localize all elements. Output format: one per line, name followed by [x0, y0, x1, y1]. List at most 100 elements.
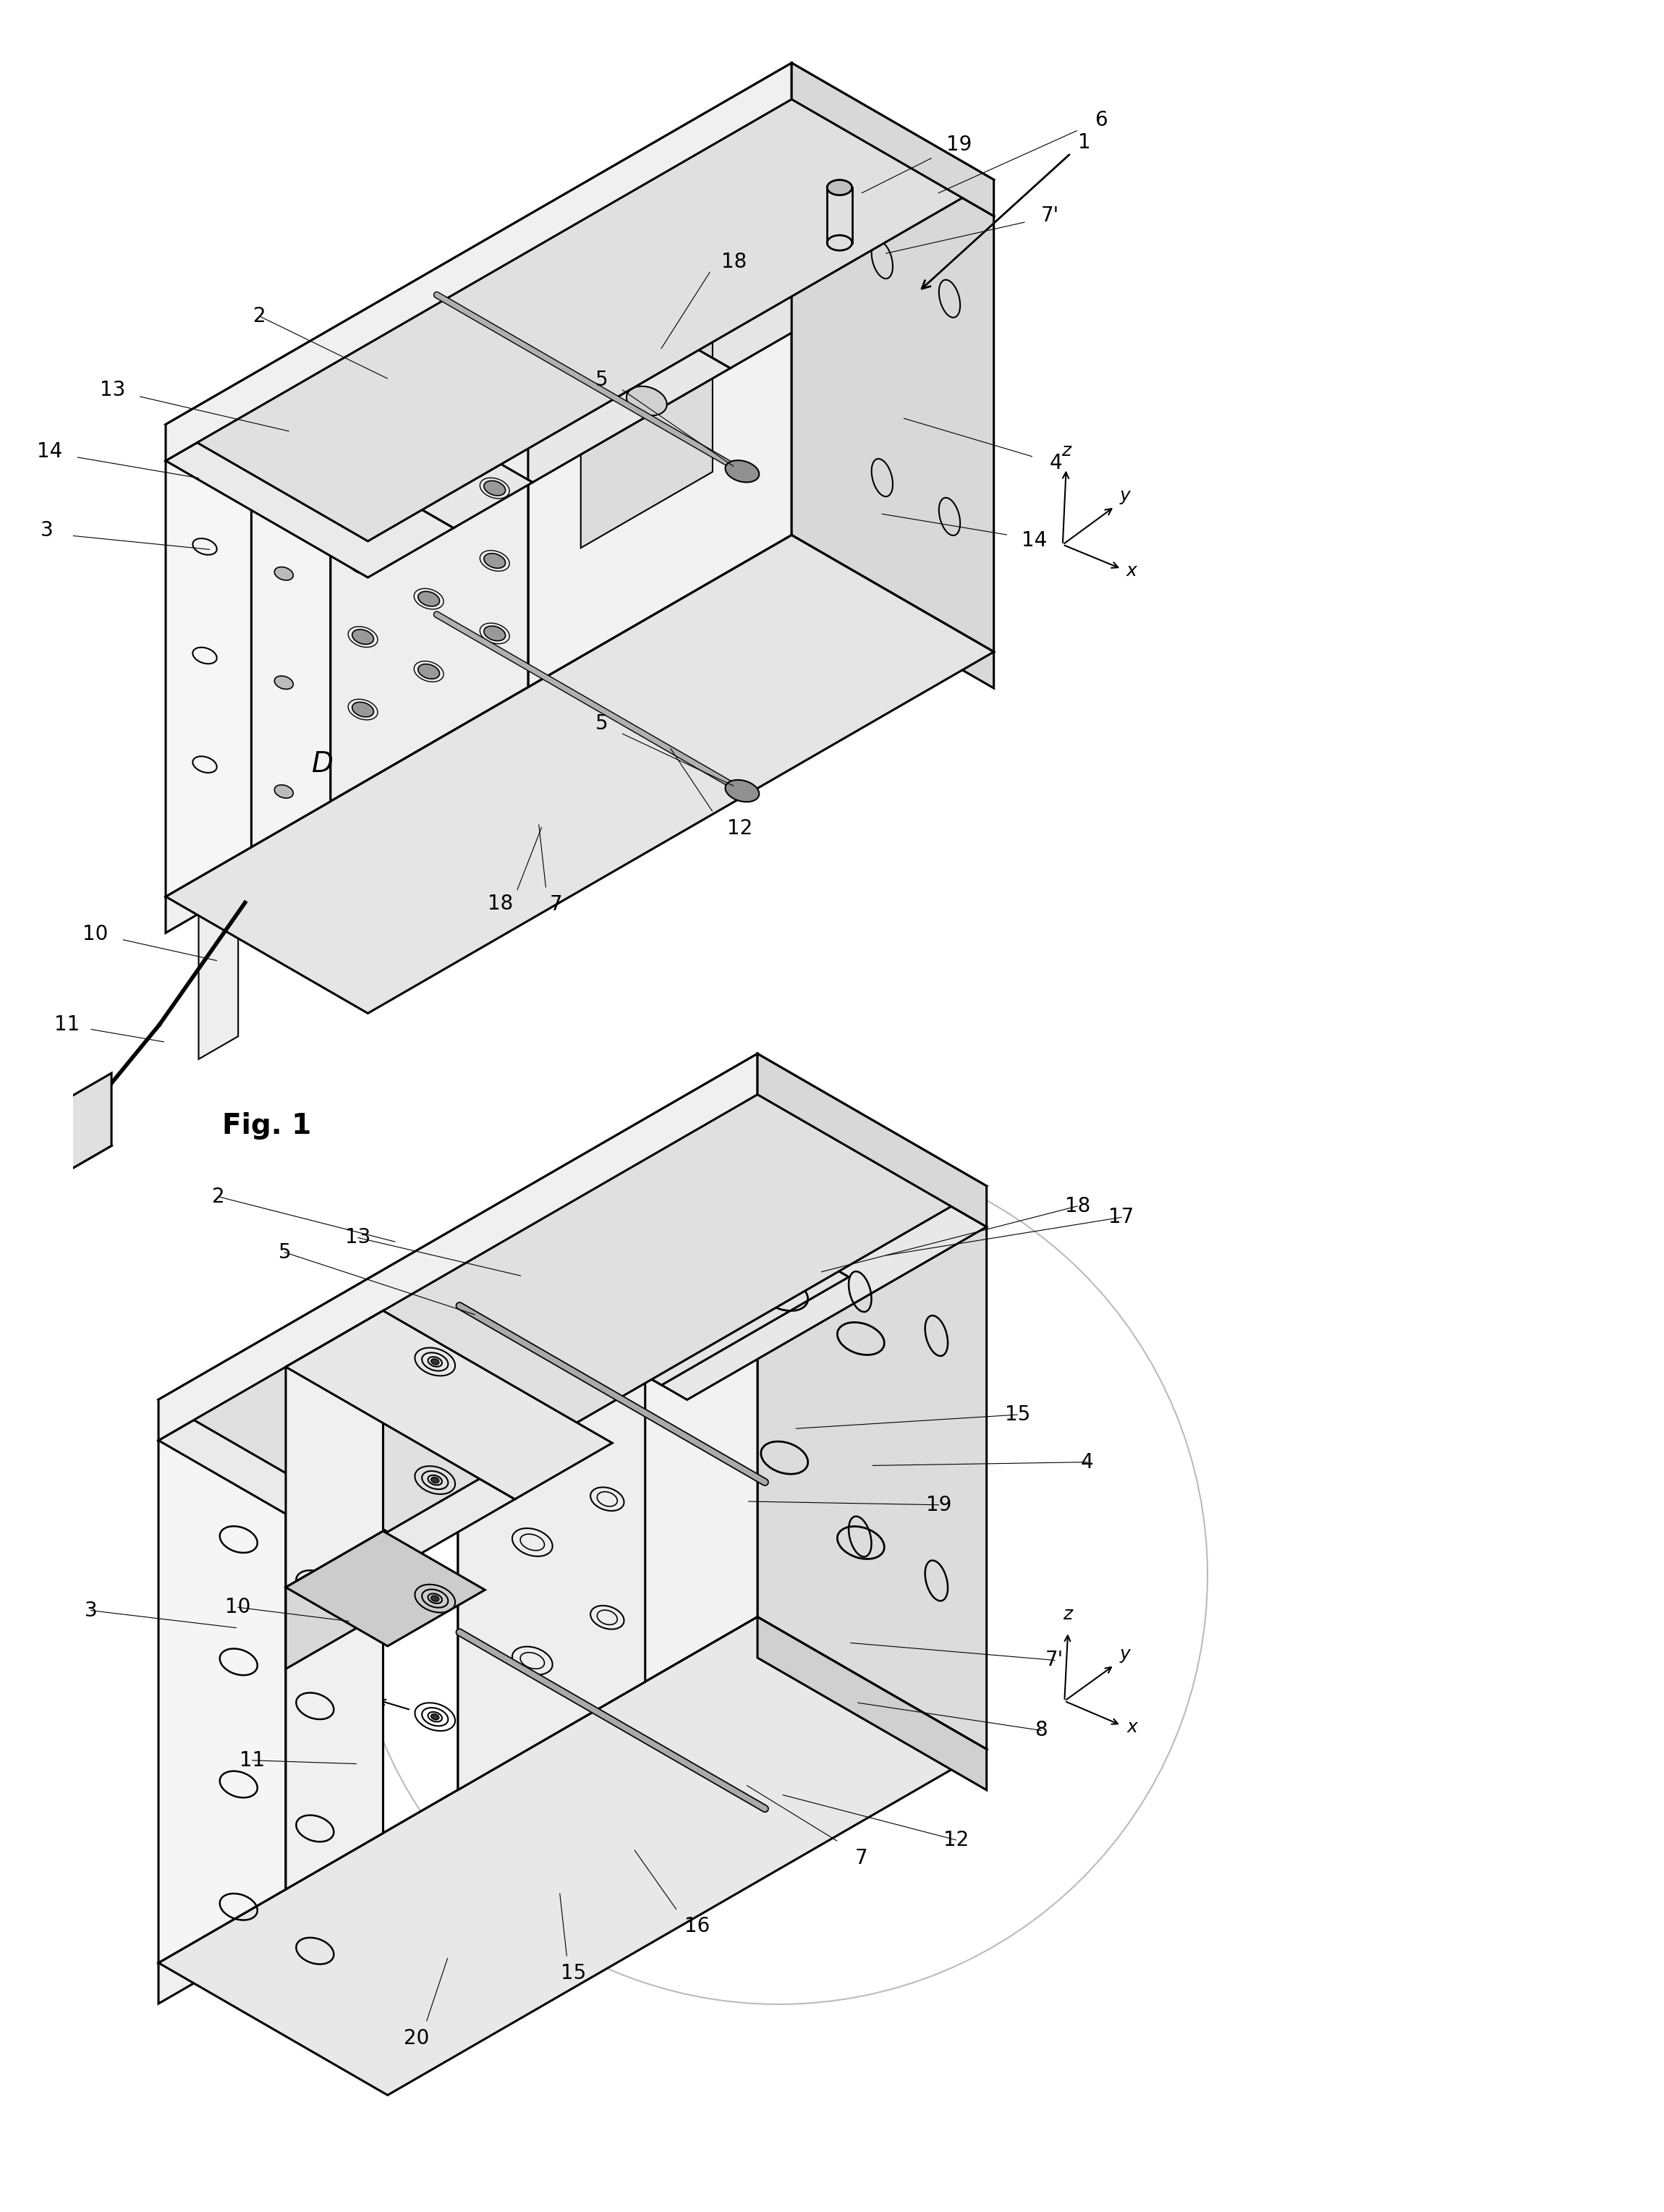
Text: 3: 3	[85, 1599, 97, 1621]
Text: 6: 6	[1095, 111, 1107, 131]
Polygon shape	[286, 1531, 484, 1646]
Text: 7': 7'	[1045, 1650, 1063, 1670]
Text: 20: 20	[404, 2028, 429, 2048]
Ellipse shape	[353, 630, 374, 644]
Ellipse shape	[431, 1478, 439, 1482]
Text: 7: 7	[855, 1847, 867, 1869]
Polygon shape	[166, 411, 251, 896]
Text: 17: 17	[1108, 1208, 1135, 1228]
Polygon shape	[166, 411, 454, 577]
Polygon shape	[458, 1095, 987, 1400]
Polygon shape	[792, 62, 993, 217]
Polygon shape	[458, 1159, 646, 1790]
Ellipse shape	[484, 480, 506, 495]
Text: 18: 18	[488, 894, 513, 914]
Text: 13: 13	[100, 380, 125, 400]
Text: 15: 15	[561, 1962, 586, 1984]
Polygon shape	[166, 62, 792, 460]
Polygon shape	[331, 252, 730, 482]
Ellipse shape	[484, 407, 506, 422]
Polygon shape	[20, 1073, 111, 1199]
Text: x: x	[1127, 1719, 1138, 1736]
Polygon shape	[527, 100, 792, 688]
Polygon shape	[458, 1159, 849, 1385]
Text: 15: 15	[1005, 1405, 1030, 1425]
Text: 8: 8	[1035, 1721, 1047, 1741]
Ellipse shape	[353, 557, 374, 571]
Polygon shape	[331, 252, 527, 801]
Polygon shape	[489, 723, 527, 891]
Ellipse shape	[275, 458, 293, 471]
Ellipse shape	[827, 179, 852, 195]
Ellipse shape	[353, 701, 374, 717]
Polygon shape	[158, 1617, 987, 2095]
Polygon shape	[286, 1312, 383, 1889]
Text: 16: 16	[684, 1916, 709, 1936]
Text: 5: 5	[596, 369, 609, 389]
Text: Fig. 1: Fig. 1	[221, 1113, 311, 1139]
Polygon shape	[158, 1367, 514, 1573]
Ellipse shape	[431, 1714, 439, 1719]
Polygon shape	[166, 62, 993, 542]
Polygon shape	[158, 1053, 987, 1533]
Ellipse shape	[275, 785, 293, 799]
Ellipse shape	[484, 553, 506, 568]
Text: 7: 7	[549, 894, 562, 914]
Text: 7': 7'	[1040, 206, 1058, 226]
Polygon shape	[581, 254, 712, 549]
Ellipse shape	[484, 626, 506, 641]
Ellipse shape	[418, 591, 439, 606]
Text: 10: 10	[83, 925, 108, 945]
Ellipse shape	[726, 460, 759, 482]
Text: 4: 4	[1050, 453, 1063, 473]
Text: 11: 11	[55, 1015, 80, 1035]
Ellipse shape	[726, 781, 759, 803]
Text: 19: 19	[947, 135, 972, 155]
Text: Fig. 2: Fig. 2	[343, 2026, 433, 2055]
Ellipse shape	[484, 336, 506, 349]
Text: D: D	[313, 750, 334, 779]
Text: z: z	[1063, 1606, 1073, 1624]
Text: 18: 18	[721, 252, 747, 272]
Text: 10: 10	[225, 1597, 251, 1617]
Polygon shape	[792, 100, 993, 653]
Polygon shape	[286, 1312, 612, 1500]
Text: z: z	[1062, 442, 1072, 460]
Text: 14: 14	[37, 442, 63, 462]
Polygon shape	[458, 1095, 757, 1790]
Text: y: y	[1120, 487, 1130, 504]
Polygon shape	[166, 535, 792, 933]
Polygon shape	[739, 580, 779, 748]
Polygon shape	[757, 1095, 987, 1750]
Ellipse shape	[418, 374, 439, 389]
Text: 11: 11	[240, 1750, 265, 1770]
Polygon shape	[757, 1053, 987, 1228]
Text: y: y	[1120, 1646, 1130, 1663]
Text: x: x	[1127, 562, 1137, 580]
Polygon shape	[251, 365, 331, 847]
Ellipse shape	[418, 664, 439, 679]
Ellipse shape	[353, 411, 374, 427]
Polygon shape	[166, 535, 993, 1013]
Ellipse shape	[418, 447, 439, 460]
Polygon shape	[158, 1053, 757, 1440]
Text: 18: 18	[1065, 1197, 1090, 1217]
Text: 2: 2	[213, 1186, 225, 1208]
Polygon shape	[0, 1126, 111, 1199]
Text: 19: 19	[925, 1495, 952, 1515]
Ellipse shape	[353, 484, 374, 500]
Polygon shape	[757, 1617, 987, 1790]
Ellipse shape	[626, 387, 667, 416]
Ellipse shape	[431, 1595, 439, 1601]
Text: 12: 12	[943, 1829, 968, 1849]
Text: 14: 14	[1022, 531, 1047, 551]
Polygon shape	[331, 252, 527, 801]
Polygon shape	[286, 1531, 383, 1668]
Text: 1: 1	[1078, 133, 1092, 153]
Ellipse shape	[418, 520, 439, 533]
Ellipse shape	[275, 677, 293, 690]
Polygon shape	[158, 1617, 757, 2004]
Polygon shape	[198, 891, 238, 1060]
Text: 4: 4	[1082, 1451, 1093, 1473]
Text: 12: 12	[727, 818, 752, 838]
